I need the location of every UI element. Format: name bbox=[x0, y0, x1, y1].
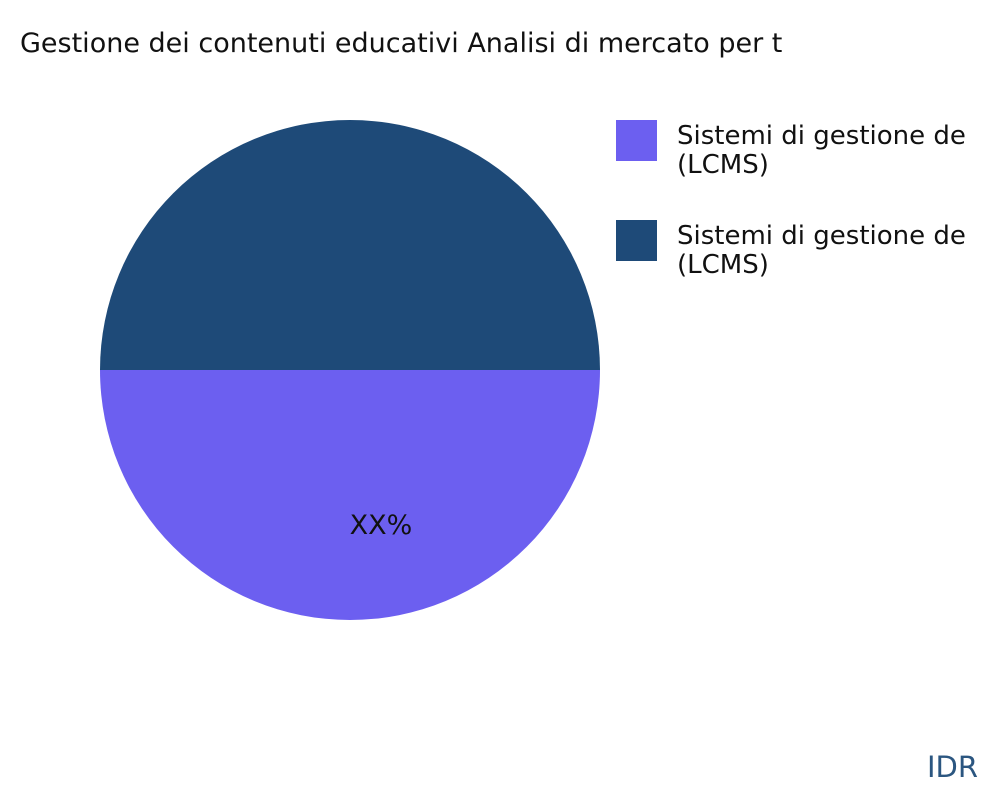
legend-item-0[interactable]: Sistemi di gestione de (LCMS) bbox=[616, 120, 1000, 190]
chart-title: Gestione dei contenuti educativi Analisi… bbox=[20, 28, 783, 59]
legend-label: Sistemi di gestione de (LCMS) bbox=[677, 121, 966, 180]
legend-item-1[interactable]: Sistemi di gestione de (LCMS) bbox=[616, 220, 1000, 290]
pie-slice-0[interactable] bbox=[100, 370, 600, 620]
idr-logo: IDR bbox=[927, 750, 979, 784]
slice-data-label-1: XX% bbox=[350, 510, 413, 541]
legend-swatch bbox=[616, 220, 657, 261]
legend-swatch bbox=[616, 120, 657, 161]
pie-slice-1[interactable] bbox=[100, 120, 600, 370]
legend-label: Sistemi di gestione de (LCMS) bbox=[677, 221, 966, 280]
